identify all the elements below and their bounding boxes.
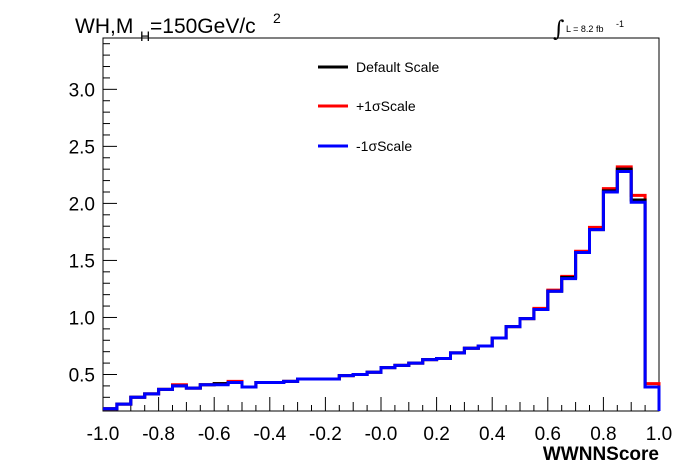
x-tick-label: -0.6: [198, 424, 231, 445]
x-tick-label: -1.0: [87, 424, 120, 445]
legend-label-plus-1sigma: +1σScale: [356, 98, 416, 114]
x-tick-label: 0.8: [590, 424, 616, 445]
x-axis: -1.0 -0.8 -0.6 -0.4 -0.2 -0.0 0.2 0.4 0.6 0.8 1.0: [87, 397, 672, 445]
x-tick-label: -0.4: [253, 424, 286, 445]
y-axis: 0.5 1.0 1.5 2.0 2.5 3.0: [69, 43, 117, 410]
chart-title-subscript: H: [140, 28, 150, 44]
series-line-minus-1sigma: [103, 169, 661, 411]
plot-frame: [102, 37, 660, 412]
y-tick-label: 1.5: [69, 251, 95, 272]
y-tick-label: 1.0: [69, 308, 95, 329]
chart-title-rest: =150GeV/c: [150, 15, 256, 38]
x-tick-label: -0.0: [365, 424, 398, 445]
y-tick-label: 0.5: [69, 365, 95, 386]
x-tick-label: 0.4: [479, 424, 506, 445]
x-tick-label: 0.2: [423, 424, 449, 445]
series-line-plus-1sigma: [103, 165, 661, 411]
legend: Default Scale +1σScale -1σScale: [318, 59, 439, 154]
x-tick-label: -0.2: [309, 424, 342, 445]
series-lines: [103, 165, 661, 411]
luminosity-integral-symbol: ∫: [553, 17, 565, 42]
y-tick-label: 2.5: [69, 137, 95, 158]
chart-title: WH,M: [75, 15, 133, 38]
legend-label-minus-1sigma: -1σScale: [356, 138, 412, 154]
chart-title-superscript: 2: [273, 10, 281, 26]
y-tick-label: 3.0: [69, 80, 95, 101]
luminosity-superscript: -1: [616, 19, 624, 29]
x-tick-label: 0.6: [535, 424, 561, 445]
luminosity-label: L = 8.2 fb: [566, 24, 603, 34]
y-tick-label: 2.0: [69, 194, 95, 215]
x-tick-label: 1.0: [646, 424, 672, 445]
x-axis-label: WWNNScore: [543, 444, 659, 465]
series-line-default: [103, 167, 661, 411]
x-tick-label: -0.8: [142, 424, 175, 445]
legend-label-default: Default Scale: [356, 59, 439, 75]
